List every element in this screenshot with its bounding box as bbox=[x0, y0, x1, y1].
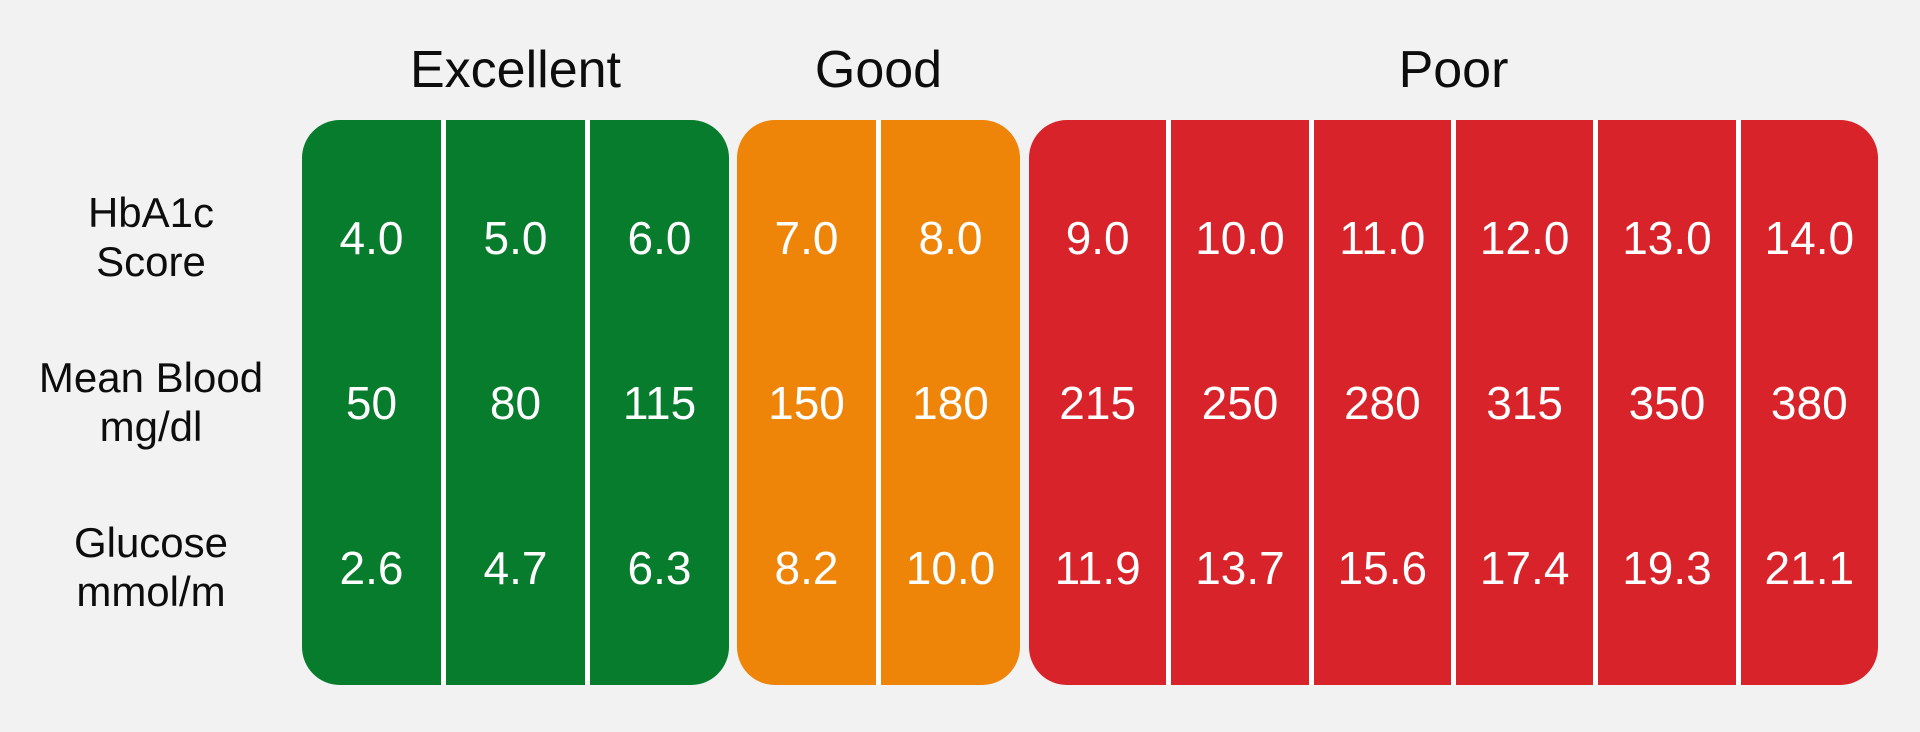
value-cell: 11.0 bbox=[1339, 211, 1426, 264]
value-cell: 10.0 bbox=[1195, 211, 1285, 264]
value-cell: 8.2 bbox=[774, 541, 839, 594]
value-cell: 215 bbox=[1059, 376, 1137, 429]
row-label-hba1c-score: HbA1c Score bbox=[87, 189, 215, 285]
band-good: 7.0 150 8.2 8.0 180 10.0 bbox=[737, 120, 1020, 685]
value-cell: 4.0 bbox=[339, 211, 404, 264]
value-cell: 280 bbox=[1343, 376, 1421, 429]
value-cell: 11.9 bbox=[1054, 541, 1141, 594]
value-cell: 80 bbox=[489, 376, 542, 429]
value-cell: 12.0 bbox=[1479, 211, 1570, 264]
header-poor: Poor bbox=[1398, 41, 1509, 99]
band-column: 7.0 150 8.2 bbox=[737, 120, 876, 685]
value-cell: 250 bbox=[1201, 376, 1279, 429]
value-cell: 13.0 bbox=[1622, 211, 1712, 264]
value-cell: 180 bbox=[912, 376, 989, 429]
band-column: 11.0 280 15.6 bbox=[1308, 120, 1451, 685]
value-cell: 7.0 bbox=[774, 211, 839, 264]
band-column: 13.0 350 19.3 bbox=[1593, 120, 1736, 685]
band-column: 9.0 215 11.9 bbox=[1029, 120, 1167, 685]
band-column: 6.0 115 6.3 bbox=[585, 120, 729, 685]
value-cell: 50 bbox=[345, 376, 398, 429]
category-header-row: Excellent Good Poor bbox=[0, 0, 1878, 120]
value-cell: 14.0 bbox=[1764, 211, 1855, 264]
band-column: 4.0 50 2.6 bbox=[302, 120, 441, 685]
band-column: 14.0 380 21.1 bbox=[1735, 120, 1878, 685]
band-column: 5.0 80 4.7 bbox=[441, 120, 585, 685]
value-cell: 19.3 bbox=[1622, 541, 1712, 594]
chart-body: HbA1c Score Mean Blood mg/dl Glucose mmo… bbox=[0, 120, 1878, 685]
value-cell: 8.0 bbox=[918, 211, 983, 264]
value-cell: 150 bbox=[768, 376, 845, 429]
row-label-mean-blood: Mean Blood mg/dl bbox=[38, 354, 264, 450]
band-excellent: 4.0 50 2.6 5.0 80 4.7 6.0 115 6.3 bbox=[302, 120, 729, 685]
value-cell: 2.6 bbox=[339, 541, 404, 594]
value-cell: 13.7 bbox=[1195, 541, 1285, 594]
band-column: 8.0 180 10.0 bbox=[876, 120, 1020, 685]
value-cell: 4.7 bbox=[483, 541, 548, 594]
value-cell: 9.0 bbox=[1065, 211, 1130, 264]
value-cell: 350 bbox=[1628, 376, 1706, 429]
value-cell: 10.0 bbox=[905, 541, 996, 594]
value-cell: 115 bbox=[622, 376, 697, 429]
value-cell: 5.0 bbox=[483, 211, 548, 264]
header-excellent: Excellent bbox=[410, 41, 621, 99]
value-cell: 15.6 bbox=[1337, 541, 1428, 594]
value-cell: 17.4 bbox=[1479, 541, 1570, 594]
band-poor: 9.0 215 11.9 10.0 250 13.7 11.0 280 15.6 12.0 315 1… bbox=[1029, 120, 1878, 685]
band-column: 12.0 315 17.4 bbox=[1450, 120, 1594, 685]
value-cell: 6.3 bbox=[627, 541, 692, 594]
value-cell: 21.1 bbox=[1764, 541, 1855, 594]
row-label-glucose: Glucose mmol/m bbox=[73, 519, 229, 615]
band-column: 10.0 250 13.7 bbox=[1166, 120, 1309, 685]
header-good: Good bbox=[814, 41, 943, 99]
value-cell: 6.0 bbox=[627, 211, 692, 264]
row-labels-column: HbA1c Score Mean Blood mg/dl Glucose mmo… bbox=[0, 120, 302, 685]
value-cell: 315 bbox=[1486, 376, 1564, 429]
value-cell: 380 bbox=[1770, 376, 1848, 429]
